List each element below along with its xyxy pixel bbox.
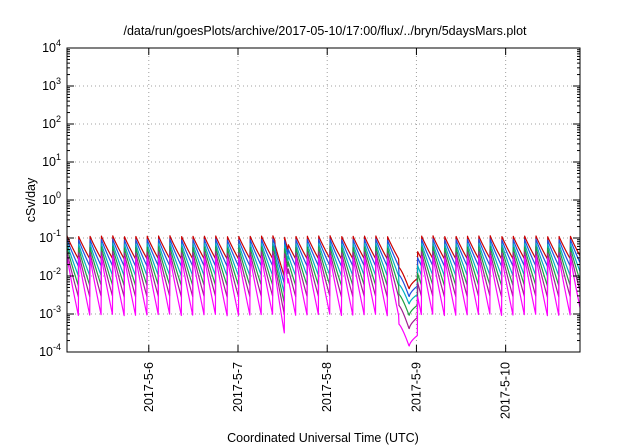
axis-ticks [67,47,580,353]
x-tick-labels: 2017-5-6 2017-5-7 2017-5-8 2017-5-9 2017-5-1… [142,362,513,419]
x-tick-label: 2017-5-10 [499,362,513,419]
y-tick-label: 100 [42,190,61,207]
series-line-2 [66,238,581,298]
y-axis-label: cSv/day [24,177,38,222]
x-tick-label: 2017-5-9 [409,362,423,412]
series-line-6 [66,254,581,347]
y-tick-label: 10-4 [39,342,61,359]
x-tick-label: 2017-5-7 [231,362,245,412]
y-tick-label: 10-2 [39,266,61,283]
series-group [66,235,581,347]
y-tick-label: 10-1 [39,228,61,245]
plot-frame [66,47,581,353]
y-tick-label: 101 [42,152,61,169]
series-line-5 [66,250,581,330]
x-tick-label: 2017-5-6 [142,362,156,412]
grid [67,48,580,352]
series-line-4 [66,245,581,316]
y-tick-label: 104 [42,38,61,55]
series-line-1 [66,235,581,290]
x-axis-label: Coordinated Universal Time (UTC) [227,431,419,445]
chart-title: /data/run/goesPlots/archive/2017-05-10/1… [123,24,527,38]
y-tick-label: 102 [42,114,61,131]
y-tick-label: 103 [42,76,61,93]
series-line-3 [66,242,581,305]
y-tick-label: 10-3 [39,304,61,321]
y-tick-labels: 10-4 10-3 10-2 10-1 100 101 102 103 104 [39,38,61,359]
x-tick-label: 2017-5-8 [320,362,334,412]
